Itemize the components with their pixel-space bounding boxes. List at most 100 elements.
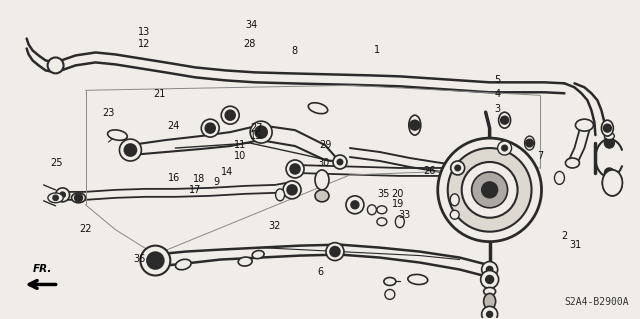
Circle shape bbox=[225, 110, 235, 120]
Circle shape bbox=[201, 119, 220, 137]
Text: 30: 30 bbox=[317, 158, 330, 168]
Ellipse shape bbox=[367, 205, 376, 215]
Text: 20: 20 bbox=[392, 189, 404, 199]
Text: 13: 13 bbox=[138, 27, 150, 37]
Circle shape bbox=[604, 168, 614, 178]
Circle shape bbox=[486, 276, 493, 284]
Ellipse shape bbox=[450, 194, 459, 206]
Text: 12: 12 bbox=[138, 39, 150, 48]
Ellipse shape bbox=[450, 210, 459, 219]
Circle shape bbox=[481, 271, 499, 288]
Circle shape bbox=[52, 195, 58, 201]
Circle shape bbox=[205, 123, 215, 133]
Ellipse shape bbox=[315, 170, 329, 190]
Text: 3: 3 bbox=[495, 104, 500, 114]
Circle shape bbox=[140, 246, 170, 276]
Circle shape bbox=[486, 311, 493, 317]
Ellipse shape bbox=[108, 130, 127, 140]
Ellipse shape bbox=[384, 278, 396, 286]
Ellipse shape bbox=[566, 158, 579, 168]
Ellipse shape bbox=[72, 193, 86, 203]
Ellipse shape bbox=[238, 257, 252, 266]
Circle shape bbox=[482, 262, 498, 278]
Ellipse shape bbox=[48, 193, 63, 203]
Ellipse shape bbox=[499, 112, 511, 128]
Text: 24: 24 bbox=[167, 121, 179, 131]
Text: 17: 17 bbox=[189, 185, 202, 195]
Ellipse shape bbox=[308, 103, 328, 114]
Text: 23: 23 bbox=[102, 108, 114, 118]
Circle shape bbox=[525, 139, 534, 147]
Circle shape bbox=[451, 161, 465, 175]
Circle shape bbox=[147, 252, 164, 269]
Circle shape bbox=[604, 124, 611, 132]
Text: 16: 16 bbox=[168, 173, 180, 183]
Text: 15: 15 bbox=[250, 131, 262, 141]
Text: 36: 36 bbox=[134, 254, 146, 263]
Circle shape bbox=[56, 188, 70, 202]
Text: 1: 1 bbox=[374, 45, 381, 55]
Text: 7: 7 bbox=[537, 151, 543, 161]
Ellipse shape bbox=[377, 206, 387, 214]
Ellipse shape bbox=[604, 133, 614, 140]
Ellipse shape bbox=[602, 120, 613, 136]
Text: 5: 5 bbox=[495, 75, 500, 85]
Circle shape bbox=[337, 159, 343, 165]
Circle shape bbox=[255, 126, 267, 138]
Circle shape bbox=[120, 139, 141, 161]
Circle shape bbox=[455, 165, 461, 171]
Text: 8: 8 bbox=[291, 46, 298, 56]
Circle shape bbox=[500, 116, 509, 124]
Text: 10: 10 bbox=[234, 151, 246, 161]
Ellipse shape bbox=[315, 190, 329, 202]
Text: 4: 4 bbox=[495, 89, 500, 100]
Circle shape bbox=[482, 306, 498, 319]
Ellipse shape bbox=[484, 287, 495, 295]
Ellipse shape bbox=[408, 274, 428, 285]
Text: 31: 31 bbox=[570, 240, 582, 250]
Circle shape bbox=[472, 172, 508, 208]
Ellipse shape bbox=[409, 115, 420, 135]
Ellipse shape bbox=[575, 119, 593, 131]
Text: 6: 6 bbox=[317, 267, 323, 277]
Circle shape bbox=[330, 247, 340, 256]
Ellipse shape bbox=[276, 189, 285, 201]
Text: 25: 25 bbox=[51, 158, 63, 168]
Text: 14: 14 bbox=[221, 167, 234, 177]
Circle shape bbox=[221, 106, 239, 124]
Text: 22: 22 bbox=[79, 224, 92, 234]
Ellipse shape bbox=[484, 293, 495, 309]
Ellipse shape bbox=[252, 250, 264, 259]
Text: 19: 19 bbox=[392, 199, 404, 209]
Circle shape bbox=[286, 160, 304, 178]
Circle shape bbox=[498, 141, 511, 155]
Circle shape bbox=[74, 194, 83, 202]
Circle shape bbox=[346, 196, 364, 214]
Text: 11: 11 bbox=[234, 140, 246, 150]
Text: FR.: FR. bbox=[33, 264, 52, 274]
Ellipse shape bbox=[554, 171, 564, 184]
Text: 33: 33 bbox=[398, 210, 410, 220]
Circle shape bbox=[333, 155, 347, 169]
Circle shape bbox=[60, 192, 65, 198]
Ellipse shape bbox=[525, 136, 534, 150]
Text: 32: 32 bbox=[268, 221, 280, 231]
Circle shape bbox=[482, 182, 498, 198]
Circle shape bbox=[486, 266, 493, 273]
Circle shape bbox=[326, 243, 344, 261]
Ellipse shape bbox=[396, 216, 404, 228]
Circle shape bbox=[607, 178, 611, 182]
Circle shape bbox=[604, 138, 614, 148]
Text: 29: 29 bbox=[319, 140, 332, 150]
Circle shape bbox=[283, 181, 301, 199]
Circle shape bbox=[448, 148, 532, 232]
Text: 18: 18 bbox=[193, 174, 205, 183]
Text: 2: 2 bbox=[561, 231, 567, 241]
Text: 9: 9 bbox=[214, 177, 220, 187]
Text: 21: 21 bbox=[153, 89, 165, 100]
Text: 28: 28 bbox=[244, 39, 256, 48]
Circle shape bbox=[438, 138, 541, 241]
Text: 26: 26 bbox=[424, 166, 436, 176]
Ellipse shape bbox=[604, 176, 615, 183]
Circle shape bbox=[502, 145, 508, 151]
